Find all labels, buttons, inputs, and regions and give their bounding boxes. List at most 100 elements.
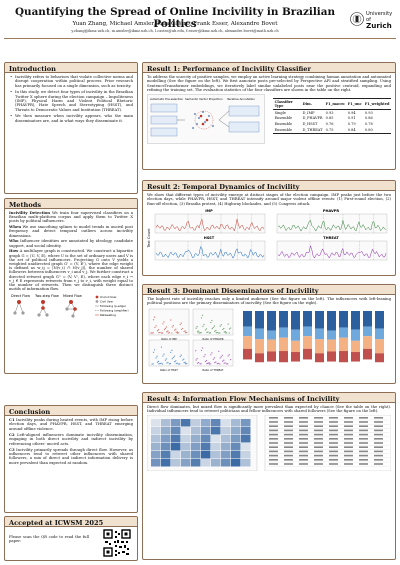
author-list: Yuan Zhang, Michael Amsler, Laia Castro,… bbox=[72, 21, 278, 27]
scatter-point bbox=[213, 357, 216, 359]
table-cell: 0.84 bbox=[346, 127, 364, 134]
table-text-placeholder bbox=[344, 421, 353, 424]
scatter-frame bbox=[148, 309, 190, 336]
heatmap-cell bbox=[201, 427, 211, 435]
table-cell: Ensemble bbox=[274, 122, 293, 126]
table-text-placeholder bbox=[374, 434, 383, 436]
conclusion-item: C3 Incivility primarily spreads through … bbox=[9, 447, 133, 466]
heatmap-cell bbox=[191, 435, 201, 443]
conclusion-text: Left-aligned influencers dominate incivi… bbox=[9, 432, 133, 446]
table-cell: 0.76 bbox=[325, 122, 334, 126]
stacked-bar-segment bbox=[327, 311, 336, 332]
table-cell: D_IMP bbox=[302, 110, 315, 115]
scatter-point bbox=[154, 327, 156, 329]
introduction-heading: Introduction bbox=[5, 63, 137, 73]
heatmap-cell bbox=[151, 443, 161, 451]
heatmap-cell bbox=[241, 459, 251, 467]
scatter-point bbox=[218, 351, 220, 353]
scatter-point bbox=[179, 324, 181, 326]
scatter-point bbox=[216, 363, 218, 365]
result4-box: Result 4: Information Flow Mechanisms of… bbox=[142, 392, 396, 560]
table-text-placeholder bbox=[329, 446, 338, 449]
scatter-point bbox=[202, 326, 204, 328]
table-text-placeholder bbox=[299, 421, 308, 424]
table-text-placeholder bbox=[299, 417, 308, 420]
scatter-point bbox=[157, 361, 160, 363]
scatter-point bbox=[219, 357, 221, 359]
scatter-point bbox=[208, 363, 210, 366]
scatter-point bbox=[178, 363, 180, 365]
scatter-point bbox=[164, 359, 166, 362]
panel-title: HSST bbox=[204, 236, 215, 240]
scatter-point bbox=[158, 363, 160, 365]
result4-text: Direct flow dominates, but mixed flow is… bbox=[147, 405, 391, 414]
scatter-point bbox=[200, 350, 203, 352]
panel-title: PHAVPR bbox=[323, 209, 340, 213]
table-cell: D_THREAT bbox=[301, 127, 325, 134]
scatter-point bbox=[223, 328, 225, 330]
stacked-bar-segment bbox=[291, 311, 300, 331]
heatmap-cell bbox=[181, 427, 191, 435]
table-text-placeholder bbox=[329, 421, 338, 424]
result4-heading: Result 4: Information Flow Mechanisms of… bbox=[143, 393, 395, 403]
stacked-bar-segment bbox=[303, 349, 312, 360]
qr-code-icon[interactable] bbox=[103, 529, 131, 557]
scatter-point bbox=[227, 323, 229, 326]
stacked-bar-segment bbox=[327, 331, 336, 340]
table-text-placeholder bbox=[284, 463, 293, 466]
scatter-point bbox=[221, 355, 223, 357]
email-list: y.zhang@ikmz.uzh.ch, m.amsler@ikmz.uzh.c… bbox=[71, 29, 279, 33]
conclusion-text: Incivility primarily spreads through dir… bbox=[9, 447, 133, 465]
disseminators-figure: Ratio of IMP Ratio of PHAVPR Ratio of HS… bbox=[148, 309, 384, 372]
table-text-placeholder bbox=[269, 455, 278, 457]
result1-box: Result 1: Performance of Incivility Clas… bbox=[142, 62, 396, 170]
scatter-point bbox=[212, 358, 214, 361]
scatter-point bbox=[204, 361, 207, 363]
table-text-placeholder bbox=[359, 442, 368, 445]
scatter-point bbox=[212, 327, 214, 329]
heatmap-cell bbox=[231, 419, 241, 427]
heatmap-cell bbox=[231, 427, 241, 435]
table-text-placeholder bbox=[374, 417, 383, 420]
heatmap-cell bbox=[191, 459, 201, 467]
table-text-placeholder bbox=[299, 463, 308, 466]
scatter-point bbox=[200, 332, 202, 334]
stacked-bar-segment bbox=[255, 339, 264, 354]
heatmap-cell bbox=[211, 419, 221, 427]
methods-paragraph: Who Influencer identities are annotated … bbox=[9, 239, 133, 248]
scatter-point bbox=[196, 358, 198, 360]
heatmap-cell bbox=[161, 451, 171, 459]
table-text-placeholder bbox=[269, 463, 278, 466]
y-axis-label: Text Count bbox=[147, 228, 151, 249]
conclusion-lead: C2 bbox=[9, 431, 15, 437]
scatter-point bbox=[171, 350, 173, 352]
heatmap-cell bbox=[221, 427, 231, 435]
scatter-point bbox=[175, 329, 177, 331]
heatmap-cell bbox=[161, 435, 171, 443]
table-text-placeholder bbox=[269, 459, 278, 462]
table-text-placeholder bbox=[344, 434, 353, 436]
heatmap-cell bbox=[241, 443, 251, 451]
table-row: Ensemble D_THREAT 0.75 0.84 0.80 bbox=[273, 127, 391, 134]
stacked-bar-segment bbox=[267, 311, 276, 332]
conclusion-item: C1 Incivility peaks during heated events… bbox=[9, 417, 133, 431]
scatter-point bbox=[208, 332, 210, 334]
table-text-placeholder bbox=[344, 442, 353, 445]
stacked-bar-segment bbox=[375, 339, 384, 354]
panel-frame bbox=[154, 213, 266, 233]
table-text-placeholder bbox=[299, 438, 308, 441]
table-text-placeholder bbox=[344, 425, 353, 428]
legend-label: Retweeting bbox=[100, 313, 116, 317]
heatmap-cell bbox=[241, 419, 251, 427]
method-lead: Incivility Detection bbox=[9, 210, 51, 215]
legend-label: Following (p-edge) bbox=[100, 304, 126, 308]
diagram-label: Iterative Annotation bbox=[227, 97, 255, 101]
heatmap-cell bbox=[181, 435, 191, 443]
method-text: We train four supervised classifiers on … bbox=[9, 211, 133, 224]
table-text-placeholder bbox=[344, 430, 353, 432]
scatter-point bbox=[166, 331, 168, 333]
accepted-text: Please scan the QR code to read the full… bbox=[9, 535, 89, 544]
table-text-placeholder bbox=[299, 434, 308, 436]
scatter-point bbox=[219, 363, 221, 365]
scatter-point bbox=[209, 332, 212, 334]
